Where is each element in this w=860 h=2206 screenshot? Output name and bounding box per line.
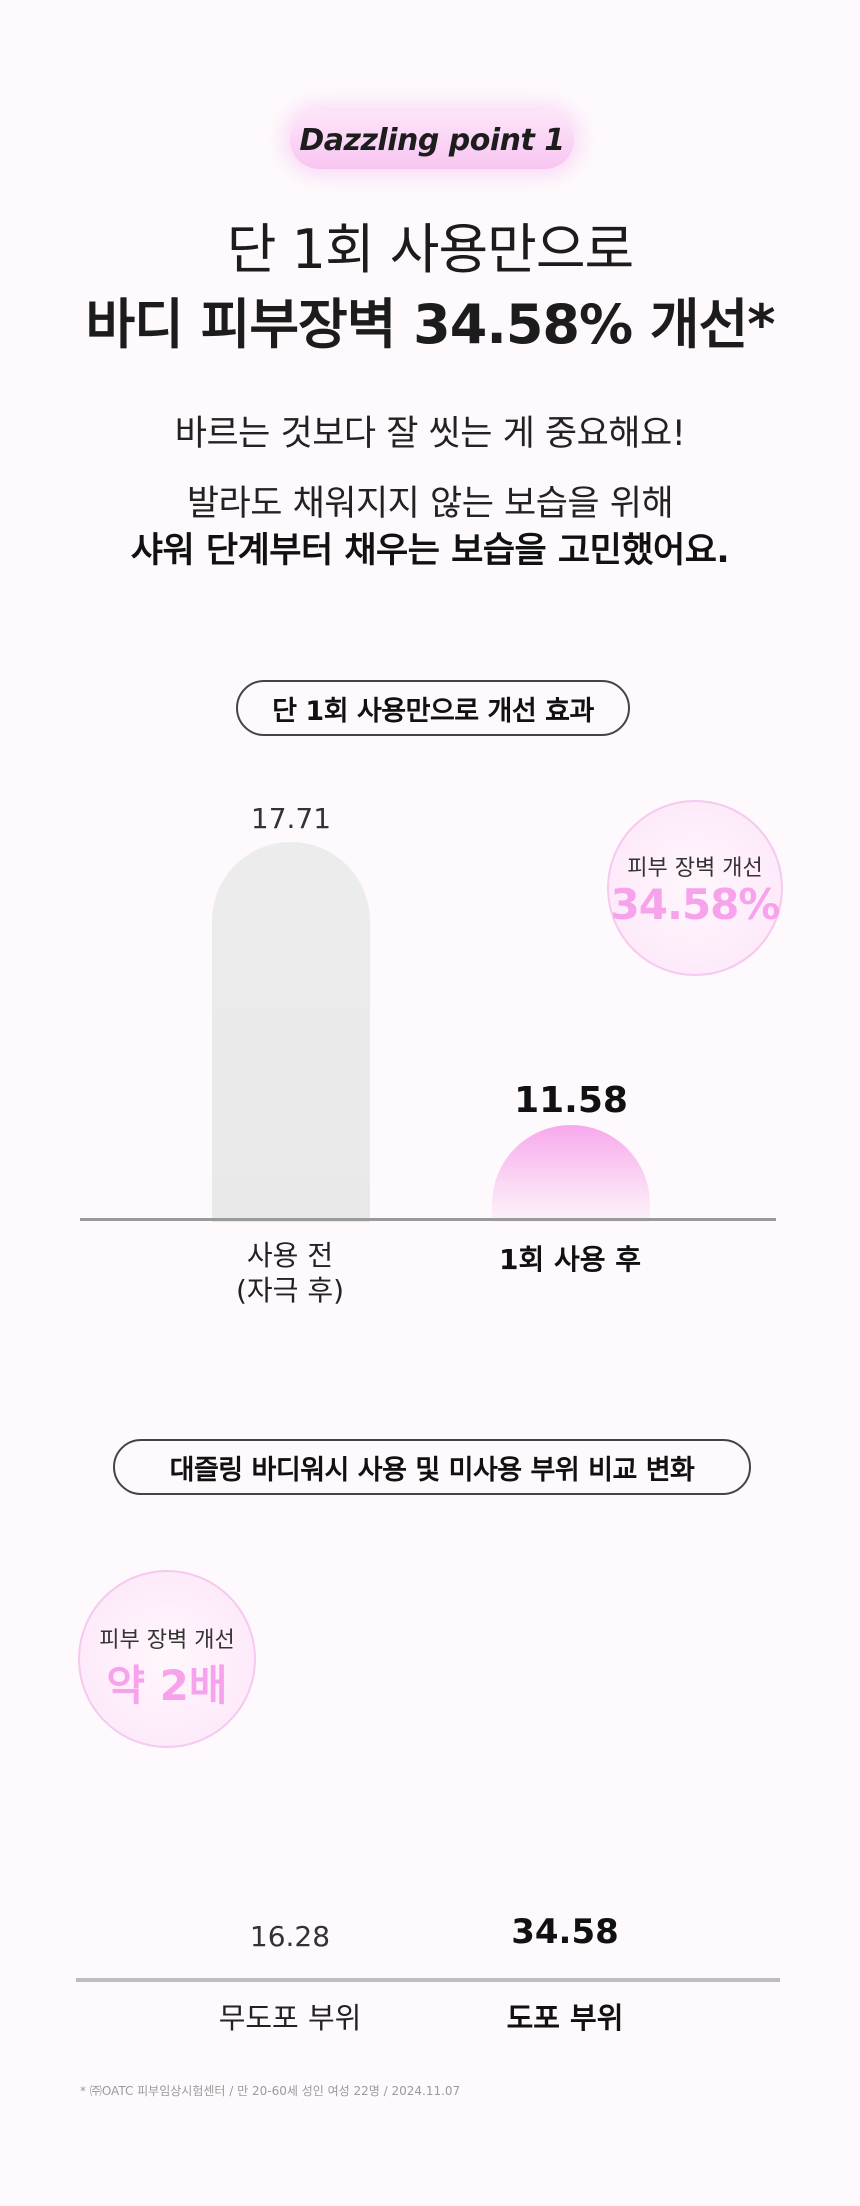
improvement-circle-2: 피부 장벽 개선 약 2배 bbox=[78, 1570, 256, 1748]
circle1-value: 34.58% bbox=[610, 880, 781, 929]
value-treated-area: 34.58 bbox=[511, 1912, 619, 1952]
label-before-use-line2: (자극 후) bbox=[235, 1274, 345, 1307]
headline-line-2: 바디 피부장벽 34.58% 개선* bbox=[85, 293, 776, 356]
value-untreated-area: 16.28 bbox=[249, 1920, 331, 1953]
section1-bar-chart: 17.71 11.58 사용 전 (자극 후) 1회 사용 후 bbox=[0, 780, 860, 1340]
dazzling-point-badge: Dazzling point 1 bbox=[290, 111, 574, 169]
bar-before-use bbox=[212, 842, 370, 1222]
circle2-label: 피부 장벽 개선 bbox=[99, 1628, 235, 1653]
subtext-line-1: 바르는 것보다 잘 씻는 게 중요해요! bbox=[174, 414, 686, 454]
label-before-use: 사용 전 (자극 후) bbox=[200, 1238, 380, 1308]
headline-line-1: 단 1회 사용만으로 bbox=[226, 218, 634, 281]
section1-title-pill: 단 1회 사용만으로 개선 효과 bbox=[236, 680, 630, 736]
label-before-use-line1: 사용 전 bbox=[246, 1239, 334, 1272]
subtext-line-2: 발라도 채워지지 않는 보습을 위해 bbox=[186, 484, 674, 524]
label-after-use: 1회 사용 후 bbox=[498, 1243, 642, 1276]
section2-title-pill: 대즐링 바디워시 사용 및 미사용 부위 비교 변화 bbox=[113, 1439, 751, 1495]
bar-after-use bbox=[492, 1125, 650, 1222]
value-before-use: 17.71 bbox=[250, 802, 332, 835]
label-treated-area: 도포 부위 bbox=[506, 2001, 624, 2035]
chart2-baseline bbox=[76, 1978, 780, 1982]
improvement-circle-1: 피부 장벽 개선 34.58% bbox=[607, 800, 783, 976]
circle1-label: 피부 장벽 개선 bbox=[627, 856, 763, 881]
subtext-line-3: 샤워 단계부터 채우는 보습을 고민했어요. bbox=[130, 531, 730, 571]
value-after-use: 11.58 bbox=[514, 1080, 628, 1121]
chart1-baseline bbox=[80, 1218, 776, 1221]
label-untreated-area: 무도포 부위 bbox=[218, 2001, 362, 2035]
footnote: * ㈜OATC 피부임상시험센터 / 만 20-60세 성인 여성 22명 / … bbox=[80, 2084, 461, 2098]
circle2-value: 약 2배 bbox=[106, 1661, 228, 1710]
